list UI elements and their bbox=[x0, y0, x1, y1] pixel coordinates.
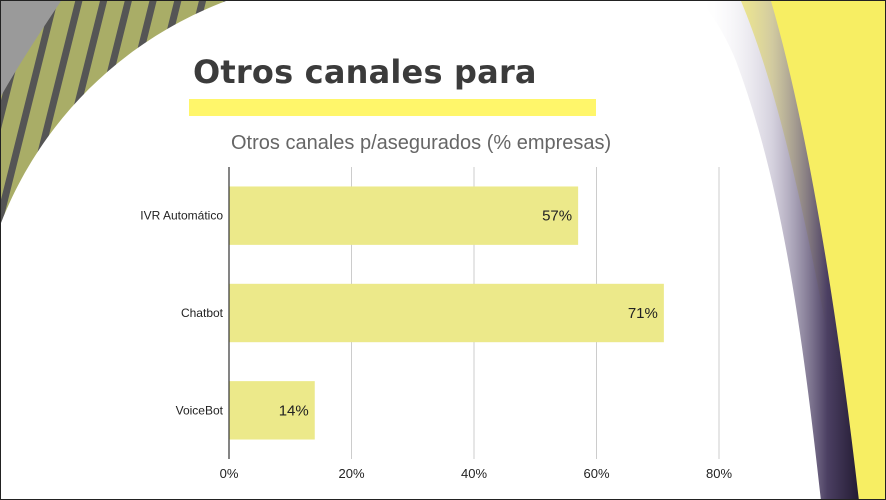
x-tick-label: 60% bbox=[583, 466, 609, 481]
x-tick-label: 0% bbox=[220, 466, 239, 481]
bar-data-label: 71% bbox=[628, 305, 658, 322]
bar-data-label: 14% bbox=[279, 402, 309, 419]
striped-corner-decoration bbox=[1, 1, 226, 223]
title-highlight-bar bbox=[189, 99, 596, 116]
gray-corner bbox=[1, 1, 61, 96]
category-label: Chatbot bbox=[181, 306, 224, 320]
x-tick-label: 80% bbox=[706, 466, 732, 481]
bar-data-label: 57% bbox=[542, 208, 572, 225]
x-tick-label: 20% bbox=[338, 466, 364, 481]
category-label: IVR Automático bbox=[140, 209, 223, 223]
bar bbox=[229, 283, 664, 343]
x-tick-label: 40% bbox=[461, 466, 487, 481]
page-title: Otros canales para bbox=[193, 53, 537, 91]
page-fold-shadow bbox=[701, 1, 859, 499]
bar bbox=[229, 186, 579, 245]
category-label: VoiceBot bbox=[176, 403, 224, 417]
bar bbox=[229, 381, 315, 440]
chart-title: Otros canales p/asegurados (% empresas) bbox=[231, 132, 612, 154]
